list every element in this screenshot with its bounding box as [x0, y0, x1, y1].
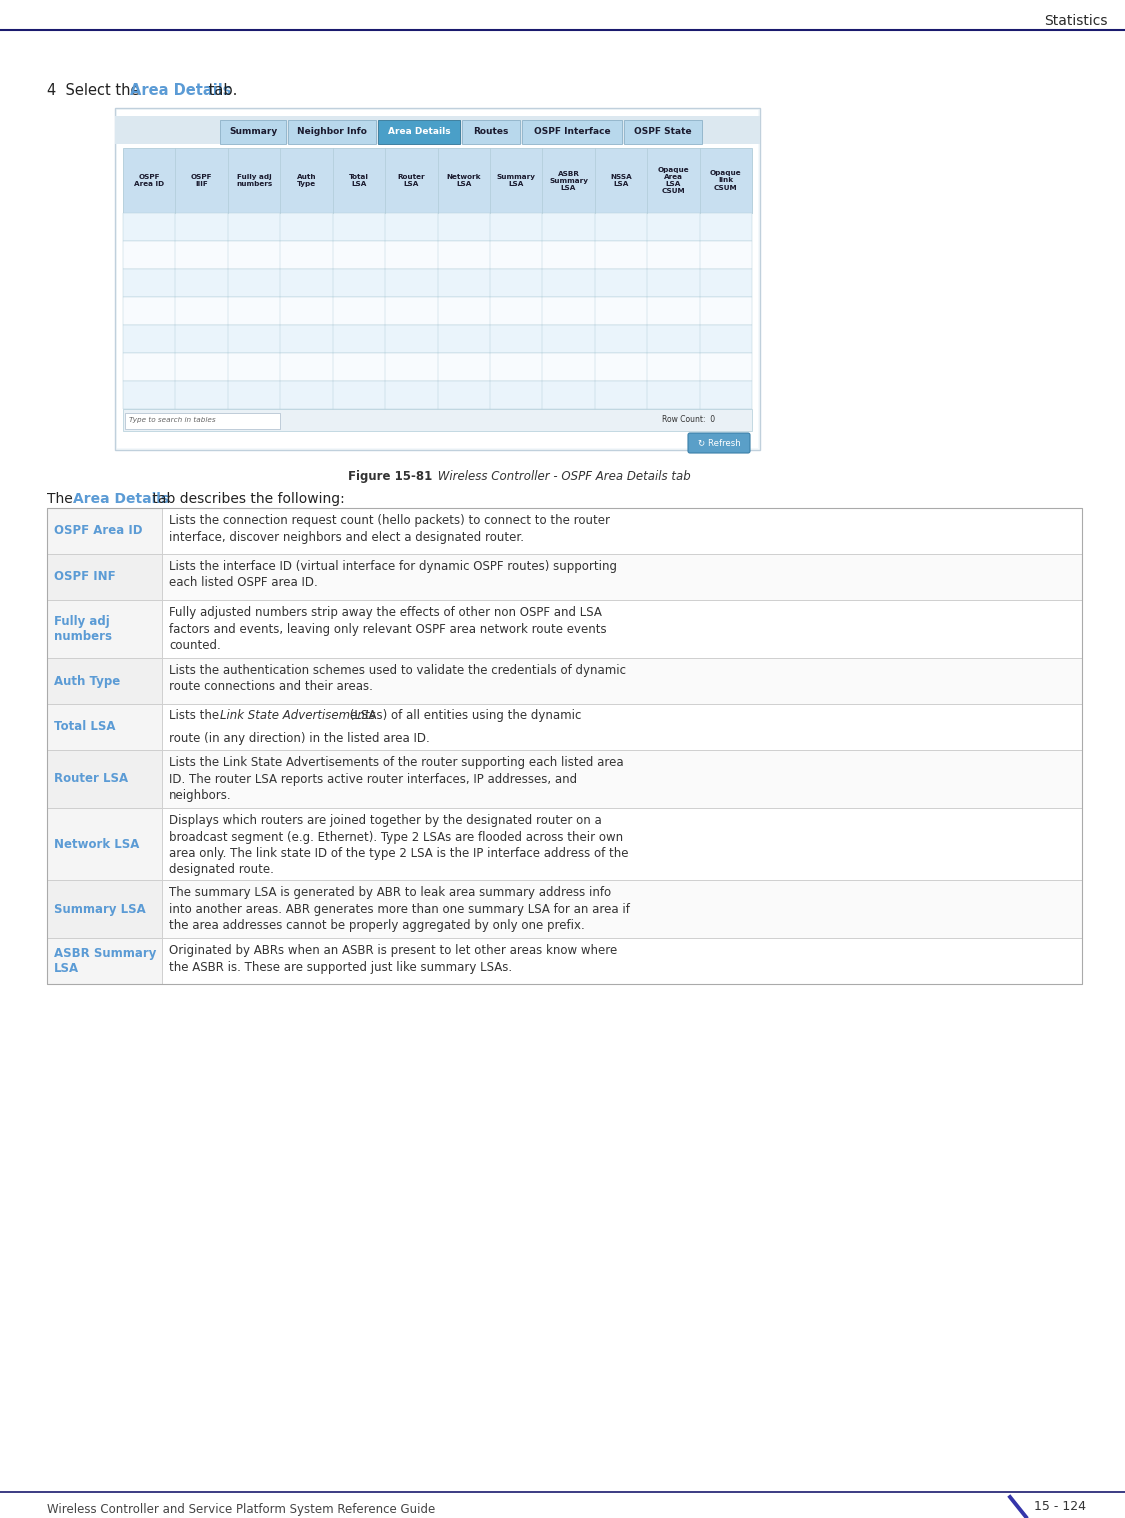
Text: Figure 15-81: Figure 15-81 [349, 471, 432, 483]
Bar [162, 600, 1082, 657]
Bar [115, 108, 761, 449]
FancyBboxPatch shape [688, 433, 750, 452]
Text: Lists the: Lists the [169, 709, 223, 723]
Bar [47, 808, 162, 880]
Bar [47, 704, 162, 750]
Text: 15 - 124: 15 - 124 [1034, 1500, 1086, 1513]
Text: route (in any direction) in the listed area ID.: route (in any direction) in the listed a… [169, 732, 430, 745]
Bar [123, 269, 752, 298]
Text: tab.: tab. [204, 83, 237, 99]
Text: Opaque
Area
LSA
CSUM: Opaque Area LSA CSUM [657, 167, 690, 194]
Text: OSPF INF: OSPF INF [54, 571, 116, 583]
Text: Area Details: Area Details [130, 83, 232, 99]
Text: Area Details: Area Details [388, 128, 450, 137]
Text: OSPF
Area ID: OSPF Area ID [134, 175, 164, 187]
Text: Network
LSA: Network LSA [447, 175, 482, 187]
Text: Area Details: Area Details [73, 492, 169, 505]
Text: Lists the Link State Advertisements of the router supporting each listed area
ID: Lists the Link State Advertisements of t… [169, 756, 623, 802]
Bar [47, 750, 162, 808]
Text: Summary LSA: Summary LSA [54, 903, 146, 915]
Text: ASBR
Summary
LSA: ASBR Summary LSA [549, 170, 588, 190]
Bar [125, 413, 280, 430]
Bar [47, 657, 162, 704]
Bar [123, 213, 752, 241]
Bar [162, 657, 1082, 704]
Bar [162, 808, 1082, 880]
Text: Row Count:  0: Row Count: 0 [662, 416, 716, 425]
Text: Lists the connection request count (hello packets) to connect to the router
inte: Lists the connection request count (hell… [169, 515, 610, 543]
Text: Displays which routers are joined together by the designated router on a
broadca: Displays which routers are joined togeth… [169, 814, 629, 876]
Text: Summary
LSA: Summary LSA [496, 175, 536, 187]
Text: ASBR Summary
LSA: ASBR Summary LSA [54, 947, 156, 976]
Bar [624, 120, 702, 144]
Bar [47, 509, 162, 554]
Text: Wireless Controller - OSPF Area Details tab: Wireless Controller - OSPF Area Details … [433, 471, 691, 483]
Bar [522, 120, 622, 144]
Bar [123, 147, 752, 213]
Bar [47, 938, 162, 984]
Bar [123, 325, 752, 354]
Bar [123, 408, 752, 431]
Text: Router
LSA: Router LSA [397, 175, 425, 187]
Bar [115, 115, 761, 144]
Text: ↻ Refresh: ↻ Refresh [698, 439, 740, 448]
Text: (LSAs) of all entities using the dynamic: (LSAs) of all entities using the dynamic [345, 709, 582, 723]
Text: Fully adjusted numbers strip away the effects of other non OSPF and LSA
factors : Fully adjusted numbers strip away the ef… [169, 606, 606, 653]
Bar [162, 938, 1082, 984]
Text: OSPF Area ID: OSPF Area ID [54, 525, 143, 537]
Text: Routes: Routes [474, 128, 508, 137]
Text: The: The [47, 492, 78, 505]
Bar [462, 120, 520, 144]
Text: Network LSA: Network LSA [54, 838, 140, 850]
Bar [162, 554, 1082, 600]
Text: Fully adj
numbers: Fully adj numbers [54, 615, 112, 644]
Text: Fully adj
numbers: Fully adj numbers [236, 175, 272, 187]
Text: 4  Select the: 4 Select the [47, 83, 144, 99]
Bar [123, 298, 752, 325]
Text: Router LSA: Router LSA [54, 773, 128, 785]
Bar [123, 381, 752, 408]
Bar [47, 554, 162, 600]
Text: Total
LSA: Total LSA [349, 175, 369, 187]
Bar [123, 241, 752, 269]
Bar [47, 880, 162, 938]
Bar [162, 704, 1082, 750]
Text: Summary: Summary [228, 128, 277, 137]
Bar [220, 120, 286, 144]
Text: Opaque
link
CSUM: Opaque link CSUM [710, 170, 741, 190]
Text: Auth Type: Auth Type [54, 674, 120, 688]
Text: The summary LSA is generated by ABR to leak area summary address info
into anoth: The summary LSA is generated by ABR to l… [169, 887, 630, 932]
Text: Lists the interface ID (virtual interface for dynamic OSPF routes) supporting
ea: Lists the interface ID (virtual interfac… [169, 560, 616, 589]
Text: Wireless Controller and Service Platform System Reference Guide: Wireless Controller and Service Platform… [47, 1503, 435, 1516]
Bar [288, 120, 376, 144]
Bar [162, 509, 1082, 554]
Bar [47, 509, 1082, 984]
Text: Auth
Type: Auth Type [297, 175, 316, 187]
Text: Type to search in tables: Type to search in tables [129, 417, 216, 424]
Text: Neighbor Info: Neighbor Info [297, 128, 367, 137]
Text: Lists the authentication schemes used to validate the credentials of dynamic
rou: Lists the authentication schemes used to… [169, 663, 626, 694]
Text: OSPF State: OSPF State [634, 128, 692, 137]
Bar [378, 120, 460, 144]
Bar [162, 750, 1082, 808]
Bar [123, 354, 752, 381]
Text: Link State Advertisements: Link State Advertisements [219, 709, 375, 723]
Text: OSPF
IIIF: OSPF IIIF [191, 175, 213, 187]
Text: Statistics: Statistics [1044, 14, 1108, 27]
Text: Originated by ABRs when an ASBR is present to let other areas know where
the ASB: Originated by ABRs when an ASBR is prese… [169, 944, 618, 973]
Text: OSPF Interface: OSPF Interface [533, 128, 610, 137]
Bar [117, 109, 758, 448]
Bar [47, 600, 162, 657]
Bar [162, 880, 1082, 938]
Text: Total LSA: Total LSA [54, 721, 116, 733]
Text: NSSA
LSA: NSSA LSA [610, 175, 632, 187]
Text: tab describes the following:: tab describes the following: [148, 492, 344, 505]
